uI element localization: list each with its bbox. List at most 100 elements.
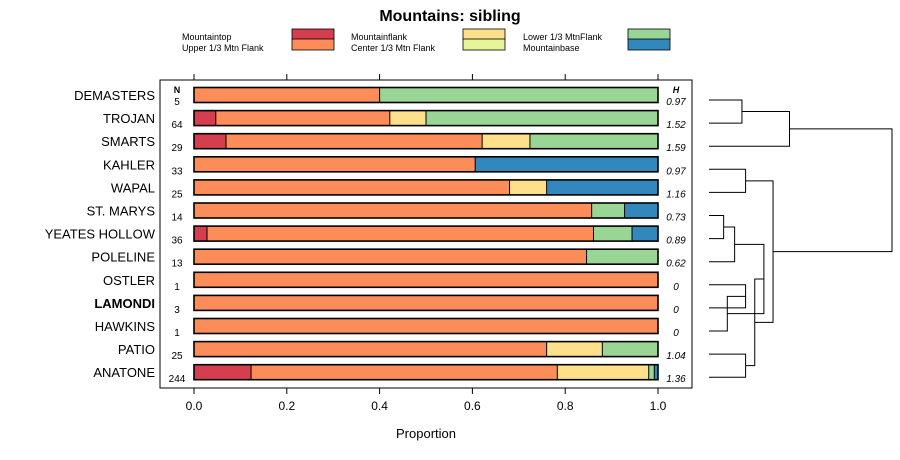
row-label-patio: PATIO	[118, 342, 155, 357]
x-tick-label-2: 0.4	[371, 399, 388, 413]
row-n-st-marys: 14	[171, 213, 183, 224]
bar-outline-yeates-hollow	[193, 225, 659, 242]
bar-segment-wapal-3	[509, 179, 547, 195]
x-tick-label-0: 0.0	[186, 399, 203, 413]
bar-outline-trojan	[193, 109, 659, 127]
bar-outline-poleline	[193, 248, 659, 265]
plot-frame	[159, 79, 693, 389]
dendrogram-branch-1	[709, 99, 743, 124]
row-h-poleline: 0.62	[666, 259, 686, 270]
row-h-yeates-hollow: 0.89	[666, 236, 686, 247]
bar-segment-yeates-hollow-2	[206, 226, 594, 242]
bar-segment-anatone-2	[251, 364, 558, 380]
row-n-patio: 25	[171, 351, 183, 362]
row-h-lamondi: 0	[673, 305, 679, 316]
bar-segment-poleline-2	[194, 249, 587, 265]
row-label-ostler: OSTLER	[103, 273, 155, 288]
dendrogram-branch-5	[709, 353, 747, 378]
bar-segment-anatone-4	[648, 364, 655, 380]
row-anatone: ANATONE 244 1.36	[93, 363, 686, 385]
row-wapal: WAPAL 25 1.16	[111, 179, 686, 200]
bar-segment-poleline-4	[586, 249, 658, 265]
row-h-anatone: 1.36	[666, 374, 686, 385]
legend-label-center-1-3-mtn-flank: Center 1/3 Mtn Flank	[351, 43, 436, 53]
row-n-wapal: 25	[171, 189, 183, 200]
dendrogram-branch-12	[773, 128, 893, 253]
row-n-smarts: 29	[171, 143, 183, 154]
row-h-patio: 1.04	[666, 351, 686, 362]
dendrogram-branch-11	[745, 180, 774, 323]
row-st-marys: ST. MARYS 14 0.73	[87, 202, 686, 224]
row-h-ostler: 0	[673, 282, 679, 293]
bar-segment-trojan-4	[426, 110, 658, 126]
bar-segment-st-marys-4	[591, 203, 625, 218]
bar-segment-smarts-2	[226, 133, 483, 149]
legend-label-upper-1-3-mtn-flank: Upper 1/3 Mtn Flank	[182, 43, 264, 53]
dendrogram	[709, 99, 893, 378]
row-trojan: TROJAN 64 1.52	[103, 109, 686, 131]
row-n-lamondi: 3	[174, 305, 180, 316]
bar-segment-patio-4	[602, 341, 658, 357]
x-axis: 0.0 0.2 0.4 0.6 0.8 1.0	[186, 74, 667, 413]
row-h-wapal: 1.16	[666, 189, 686, 200]
x-axis-label: Proportion	[396, 426, 456, 441]
bar-segment-ostler-2	[194, 272, 658, 288]
bar-outline-kahler	[193, 156, 659, 173]
row-n-anatone: 244	[169, 374, 186, 385]
bar-segment-hawkins-2	[194, 318, 658, 334]
legend-swatch-4	[462, 38, 506, 51]
bar-outline-anatone	[193, 363, 659, 381]
x-tick-label-1: 0.2	[278, 399, 295, 413]
row-smarts: SMARTS 29 1.59	[101, 132, 686, 154]
row-h-hawkins: 0	[673, 328, 679, 339]
row-label-yeates-hollow: YEATES HOLLOW	[45, 227, 156, 242]
dendrogram-branch-3	[709, 215, 725, 240]
bar-segment-patio-3	[546, 341, 603, 357]
bar-outline-patio	[193, 340, 659, 358]
bar-segment-trojan-3	[389, 110, 426, 126]
bar-segment-wapal-2	[194, 179, 510, 195]
bar-segment-st-marys-2	[194, 203, 592, 218]
dendrogram-branch-2	[709, 168, 747, 193]
bar-outline-demasters	[193, 86, 659, 104]
bar-segment-anatone-5	[654, 364, 658, 380]
legend-swatch-1	[291, 28, 335, 41]
bar-segment-anatone-1	[194, 364, 252, 380]
row-ostler: OSTLER 1 0	[103, 271, 679, 293]
legend-label-lower-1-3-mtnflank: Lower 1/3 MtnFlank	[523, 32, 603, 42]
dendrogram-branch-7	[709, 226, 736, 263]
row-label-hawkins: HAWKINS	[95, 319, 156, 334]
bar-segment-yeates-hollow-4	[593, 226, 633, 242]
bar-outline-smarts	[193, 132, 659, 150]
h-column-header: H	[673, 85, 680, 95]
row-label-smarts: SMARTS	[101, 134, 155, 149]
row-label-demasters: DEMASTERS	[74, 88, 155, 103]
legend-swatch-6	[627, 38, 671, 51]
bar-segment-st-marys-5	[624, 203, 658, 218]
row-h-st-marys: 0.73	[666, 213, 686, 224]
bar-segment-patio-2	[194, 341, 547, 357]
row-h-demasters: 0.97	[666, 97, 686, 108]
bar-segment-lamondi-2	[194, 295, 658, 311]
bar-segment-trojan-2	[215, 110, 390, 126]
x-tick-label-3: 0.6	[464, 399, 481, 413]
bar-segment-smarts-3	[482, 133, 530, 149]
row-n-yeates-hollow: 36	[171, 236, 183, 247]
bar-outline-ostler	[193, 271, 659, 289]
bar-segment-yeates-hollow-1	[194, 226, 207, 242]
row-label-kahler: KAHLER	[103, 157, 155, 172]
row-n-demasters: 5	[174, 97, 180, 108]
bar-segment-demasters-2	[194, 87, 380, 103]
bar-rows: DEMASTERS 5 0.97 TROJAN 64 1.52 SMARTS 29 1.59 KA…	[45, 86, 686, 385]
row-poleline: POLELINE 13 0.62	[91, 248, 686, 270]
row-label-lamondi: LAMONDI	[94, 296, 155, 311]
bar-outline-wapal	[193, 179, 659, 196]
row-patio: PATIO 25 1.04	[118, 340, 686, 362]
legend-label-mountainflank: Mountainflank	[351, 32, 408, 42]
bar-segment-kahler-2	[194, 156, 476, 172]
bar-segment-kahler-5	[475, 156, 658, 172]
bar-segment-anatone-3	[557, 364, 649, 380]
bar-segment-trojan-1	[194, 110, 216, 126]
